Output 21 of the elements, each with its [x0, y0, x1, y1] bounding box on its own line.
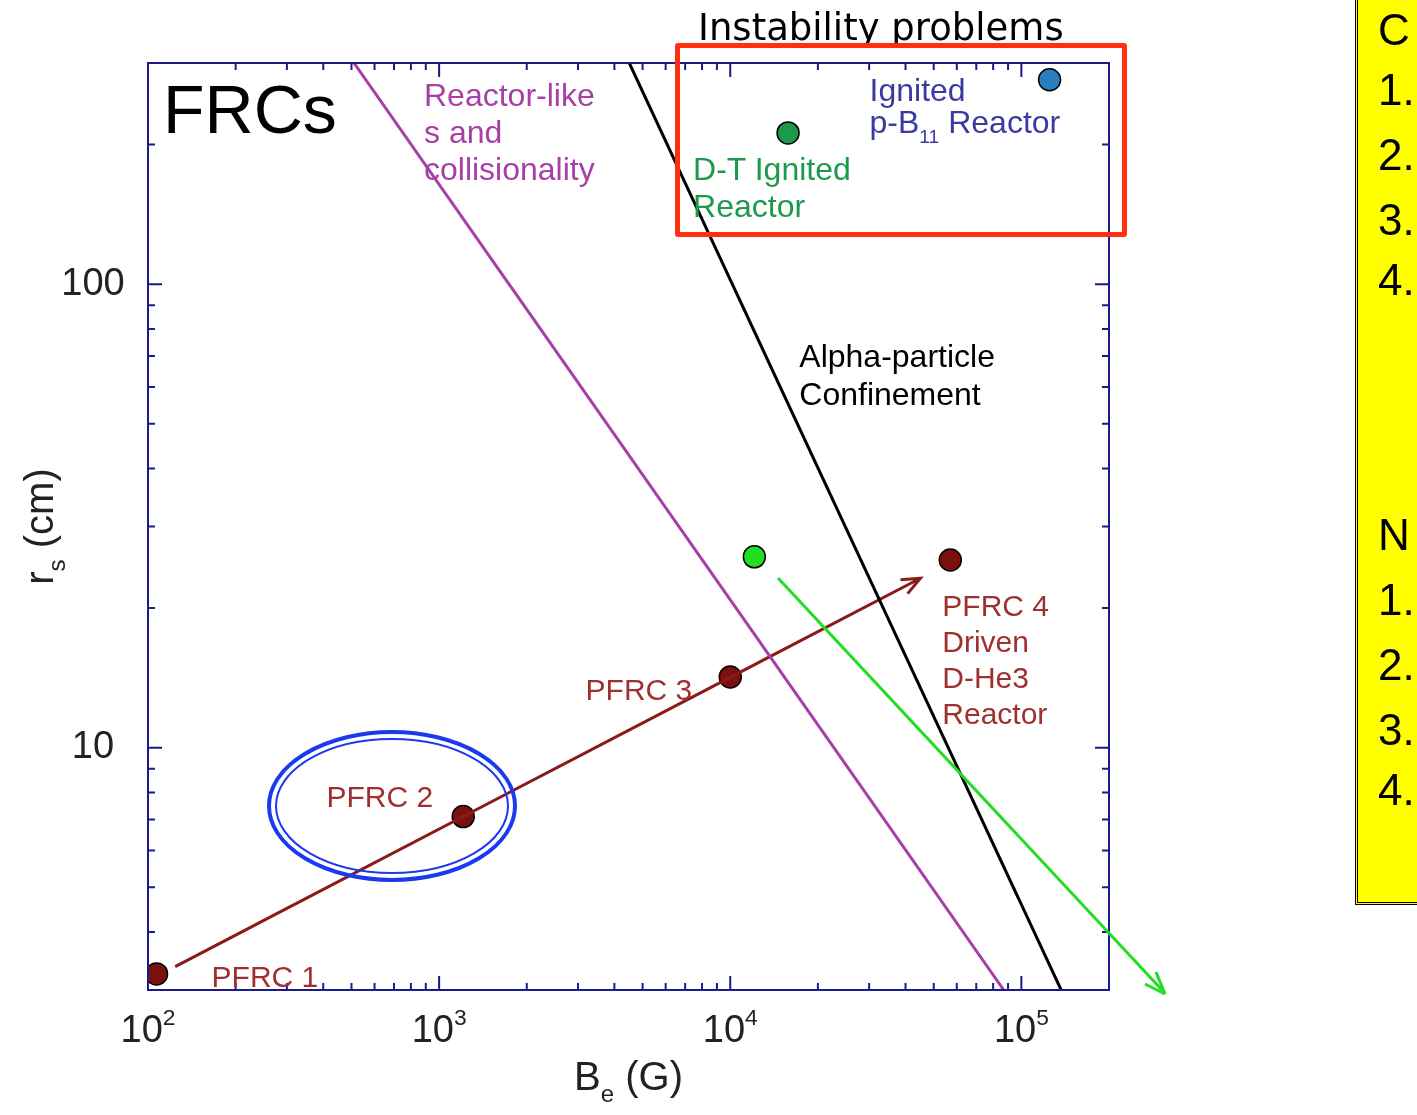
text: 1.	[1378, 575, 1415, 624]
series-label: PFRC 3	[585, 672, 693, 706]
text: 4.	[1378, 765, 1415, 814]
text: 4.	[1378, 255, 1415, 304]
text: N	[1378, 510, 1410, 559]
text: 2.	[1378, 640, 1415, 689]
chart-title: FRCs	[163, 71, 337, 147]
text: 3.	[1378, 705, 1415, 754]
y-axis-title: rs (cm)	[17, 468, 70, 585]
text: 1.	[1378, 65, 1415, 114]
text: 2.	[1378, 130, 1415, 179]
y-tick-label: 10	[71, 724, 115, 767]
y-tick-label: 100	[61, 260, 125, 303]
series-label: D-T Ignited Reactor	[693, 151, 851, 225]
series-label: PFRC 1	[211, 960, 319, 994]
series-label: Alpha-particle Confinement	[799, 338, 995, 413]
text: C	[1378, 5, 1410, 54]
series-label: PFRC 4 Driven D-He3 Reactor	[942, 588, 1049, 730]
text: 3.	[1378, 195, 1415, 244]
text: Instability problems	[698, 6, 1064, 49]
series-label: PFRC 2	[326, 780, 434, 814]
